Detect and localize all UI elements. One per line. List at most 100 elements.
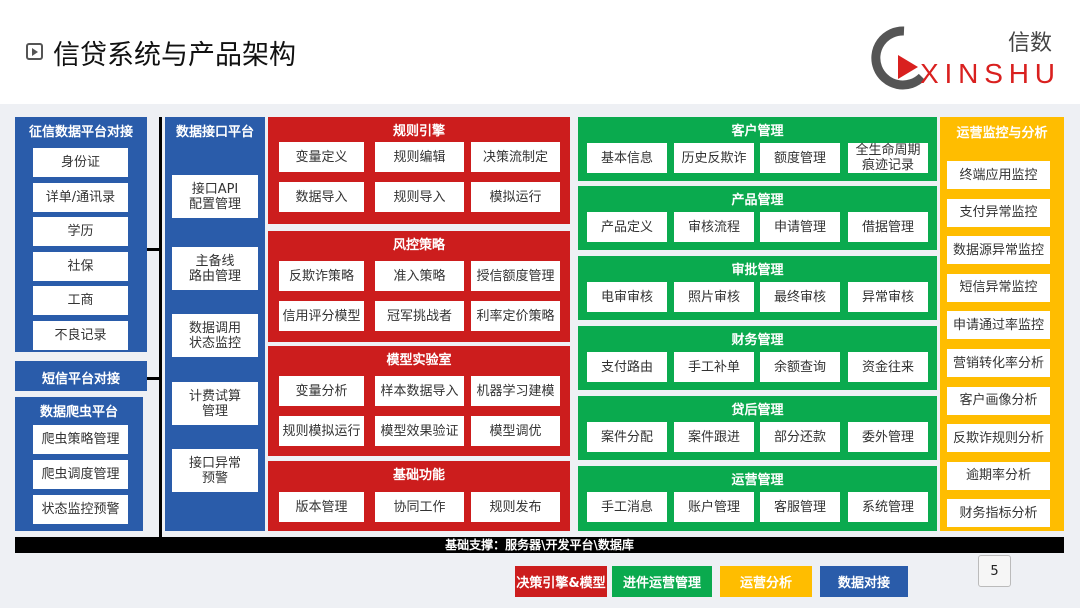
- module-item[interactable]: 机器学习建模: [471, 376, 560, 406]
- svg-text:XINSHU: XINSHU: [920, 58, 1055, 89]
- module-item[interactable]: 规则发布: [471, 492, 560, 522]
- section-title: 运营管理: [731, 473, 784, 488]
- module-item[interactable]: 电审审核: [587, 282, 667, 312]
- module-item[interactable]: 申请通过率监控: [947, 311, 1050, 340]
- section-title: 基础功能: [392, 468, 445, 483]
- module-item[interactable]: 样本数据导入: [375, 376, 464, 406]
- module-item[interactable]: 模型调优: [471, 416, 560, 446]
- legend-data: 数据对接: [820, 566, 908, 597]
- green-section-2: 审批管理电审审核 照片审核 最终审核 异常审核: [578, 256, 937, 320]
- legend-analysis: 运营分析: [720, 566, 812, 597]
- module-item[interactable]: 财务指标分析: [947, 499, 1050, 528]
- module-item[interactable]: 照片审核: [674, 282, 754, 312]
- section-title: 数据爬虫平台: [39, 405, 118, 420]
- module-item[interactable]: 反欺诈策略: [279, 261, 364, 291]
- section-title: 财务管理: [731, 333, 784, 348]
- module-item[interactable]: 社保: [33, 251, 128, 281]
- module-item[interactable]: 案件跟进: [674, 422, 754, 452]
- section-title: 运营监控与分析: [956, 126, 1048, 141]
- play-icon: [26, 43, 43, 60]
- module-item[interactable]: 爬虫策略管理: [33, 425, 128, 454]
- credit-platform: 征信数据平台对接身份证详单/通讯录 学历社保工商不良记录: [15, 117, 147, 352]
- section-title: 产品管理: [731, 193, 784, 208]
- module-item[interactable]: 审核流程: [674, 212, 754, 242]
- module-item[interactable]: 申请管理: [760, 212, 840, 242]
- module-item[interactable]: 支付路由: [587, 352, 667, 382]
- page-number: 5: [978, 555, 1011, 587]
- module-item[interactable]: 详单/通讯录: [33, 182, 128, 212]
- module-item[interactable]: 接口异常 预警: [172, 449, 258, 492]
- module-item[interactable]: 协同工作: [375, 492, 464, 522]
- ops-monitoring: 运营监控与分析终端应用监控 支付异常监控 数据源异常监控 短信异常监控 申请通过率监控营…: [940, 117, 1064, 531]
- xinshu-logo: 信数 XINSHU: [871, 26, 1055, 90]
- section-title: 贷后管理: [731, 403, 784, 418]
- module-item[interactable]: 借据管理: [848, 212, 928, 242]
- module-item[interactable]: 余额查询: [760, 352, 840, 382]
- module-item[interactable]: 反欺诈规则分析: [947, 424, 1050, 453]
- module-item[interactable]: 账户管理: [674, 492, 754, 522]
- module-item[interactable]: 客户画像分析: [947, 386, 1050, 415]
- module-item[interactable]: 系统管理: [848, 492, 928, 522]
- module-item[interactable]: 冠军挑战者: [375, 301, 464, 331]
- green-section-3: 财务管理支付路由 手工补单 余额查询 资金往来: [578, 326, 937, 390]
- module-item[interactable]: 接口API 配置管理: [172, 175, 258, 218]
- module-item[interactable]: 数据源异常监控: [947, 236, 1050, 265]
- module-item[interactable]: 最终审核: [760, 282, 840, 312]
- red-section-1: 风控策略 反欺诈策略 准入策略 授信额度管理 信用评分模型 冠军挑战者 利率定价策略: [268, 231, 570, 342]
- crawler-platform: 数据爬虫平台爬虫策略管理 爬虫调度管理 状态监控预警: [15, 397, 143, 531]
- module-item[interactable]: 信用评分模型: [279, 301, 364, 331]
- module-item[interactable]: 部分还款: [760, 422, 840, 452]
- module-item[interactable]: 变量定义: [279, 142, 364, 172]
- module-item[interactable]: 历史反欺诈: [674, 143, 754, 173]
- module-item[interactable]: 版本管理: [279, 492, 364, 522]
- connector-line: [147, 377, 160, 380]
- module-item[interactable]: 模拟运行: [471, 182, 560, 212]
- module-item[interactable]: 利率定价策略: [471, 301, 560, 331]
- connector-line: [159, 117, 162, 537]
- module-item[interactable]: 手工消息: [587, 492, 667, 522]
- module-item[interactable]: 规则导入: [375, 182, 464, 212]
- module-item[interactable]: 异常审核: [848, 282, 928, 312]
- red-section-0: 规则引擎变量定义 规则编辑 决策流制定数据导入 规则导入 模拟运行: [268, 117, 570, 224]
- module-item[interactable]: 案件分配: [587, 422, 667, 452]
- red-section-2: 模型实验室 变量分析 样本数据导入 机器学习建模 规则模拟运行 模型效果验证 模型调优: [268, 346, 570, 456]
- legend-operations: 进件运营管理: [612, 566, 712, 597]
- module-item[interactable]: 状态监控预警: [33, 495, 128, 524]
- module-item[interactable]: 终端应用监控: [947, 161, 1050, 189]
- section-title: 规则引擎: [392, 124, 445, 139]
- module-item[interactable]: 不良记录: [33, 320, 128, 350]
- module-item[interactable]: 爬虫调度管理: [33, 460, 128, 489]
- module-item[interactable]: 委外管理: [848, 422, 928, 452]
- module-item[interactable]: 手工补单: [674, 352, 754, 382]
- module-item[interactable]: 基本信息: [587, 143, 667, 173]
- module-item[interactable]: 变量分析: [279, 376, 364, 406]
- module-item[interactable]: 额度管理: [760, 143, 840, 173]
- section-title: 短信平台对接: [41, 372, 120, 387]
- module-item[interactable]: 身份证: [33, 148, 128, 177]
- module-item[interactable]: 逾期率分析: [947, 461, 1050, 490]
- module-item[interactable]: 计费试算 管理: [172, 382, 258, 425]
- module-item[interactable]: 支付异常监控: [947, 198, 1050, 227]
- section-title: 审批管理: [731, 263, 784, 278]
- module-item[interactable]: 短信异常监控: [947, 273, 1050, 302]
- module-item[interactable]: 学历: [33, 217, 128, 246]
- section-title: 征信数据平台对接: [28, 125, 133, 140]
- connector-line: [147, 248, 160, 251]
- green-section-1: 产品管理产品定义 审核流程 申请管理 借据管理: [578, 186, 937, 250]
- data-api-platform: 数据接口平台 接口API 配置管理 主备线 路由管理 数据调用 状态监控 计费试算 管理…: [165, 117, 265, 531]
- module-item[interactable]: 全生命周期 痕迹记录: [848, 143, 928, 173]
- module-item[interactable]: 资金往来: [848, 352, 928, 382]
- module-item[interactable]: 决策流制定: [471, 142, 560, 172]
- module-item[interactable]: 准入策略: [375, 261, 464, 291]
- module-item[interactable]: 工商: [33, 286, 128, 315]
- module-item[interactable]: 授信额度管理: [471, 261, 560, 291]
- module-item[interactable]: 客服管理: [760, 492, 840, 522]
- module-item[interactable]: 数据导入: [279, 182, 364, 212]
- module-item[interactable]: 营销转化率分析: [947, 349, 1050, 377]
- module-item[interactable]: 规则模拟运行: [279, 416, 364, 446]
- module-item[interactable]: 主备线 路由管理: [172, 247, 258, 290]
- module-item[interactable]: 模型效果验证: [375, 416, 464, 446]
- module-item[interactable]: 产品定义: [587, 212, 667, 242]
- module-item[interactable]: 数据调用 状态监控: [172, 314, 258, 357]
- module-item[interactable]: 规则编辑: [375, 142, 464, 172]
